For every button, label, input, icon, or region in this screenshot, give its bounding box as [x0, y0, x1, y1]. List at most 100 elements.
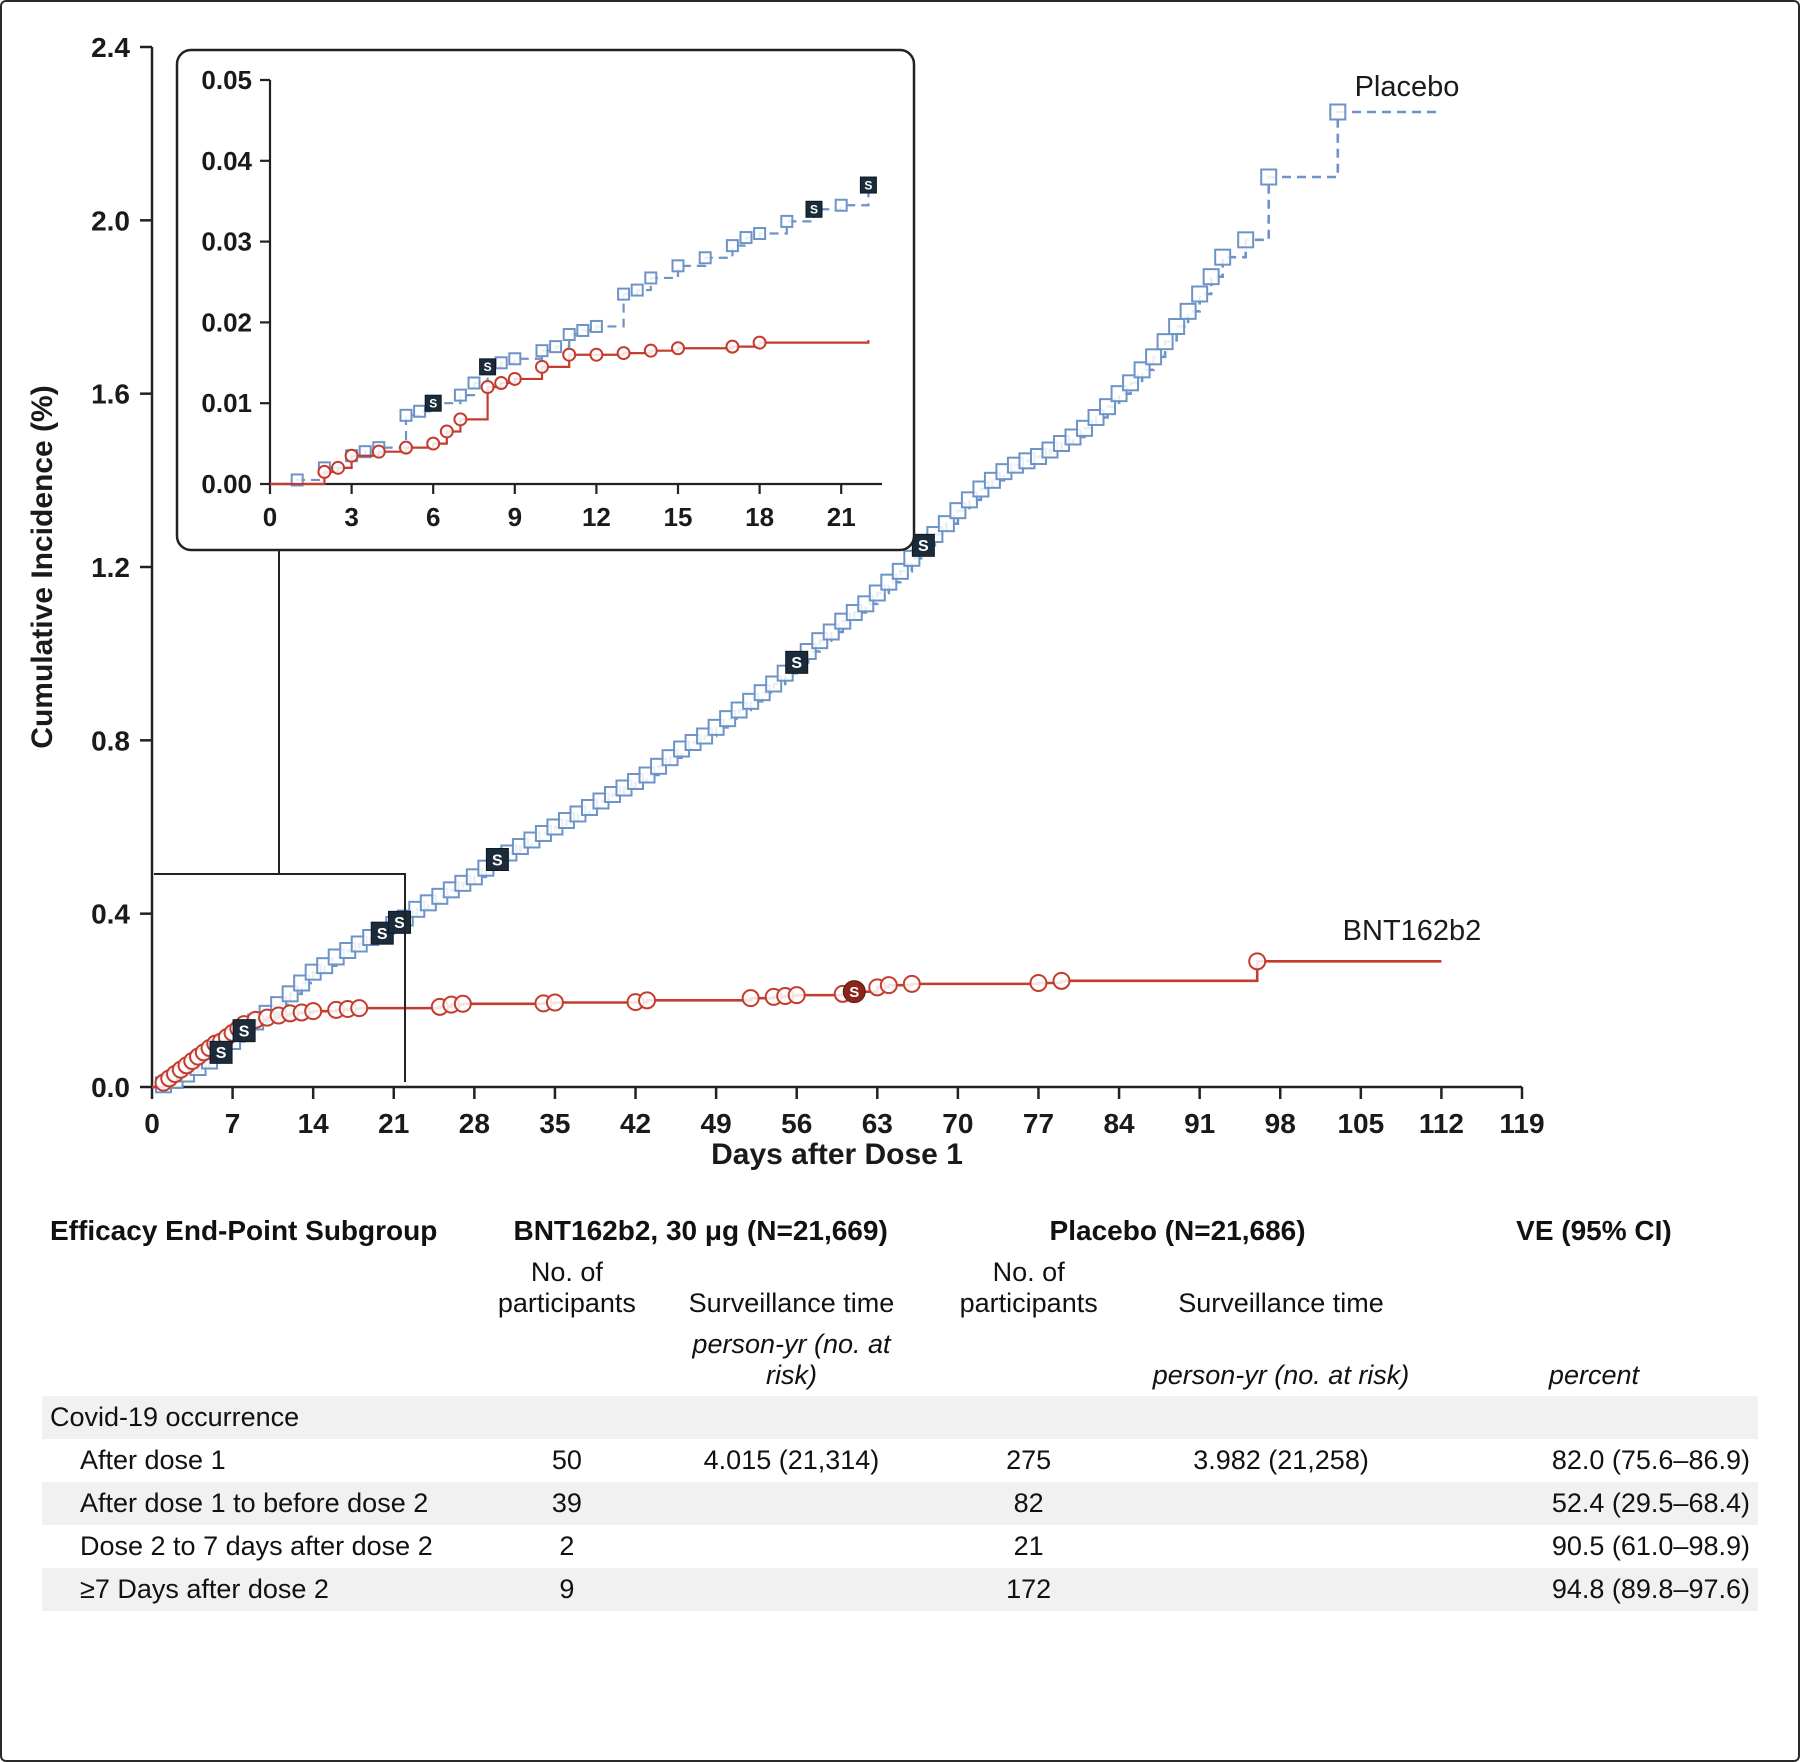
severe-case-marker-bnt: S	[842, 980, 866, 1004]
x-tick-label: 21	[378, 1108, 409, 1139]
table-row-dose2-to-7days: Dose 2 to 7 days after dose 2 2 21 90.5 …	[42, 1525, 1758, 1568]
cell-bnt-surveillance	[658, 1525, 925, 1568]
cell-ve: 94.8 (89.8–97.6)	[1551, 1574, 1750, 1604]
severe-case-marker: S	[859, 176, 877, 194]
placebo-event-marker	[725, 239, 739, 253]
bnt162b2-event-marker	[1029, 974, 1048, 992]
x-tick-label: 98	[1265, 1108, 1296, 1139]
svg-text:S: S	[492, 852, 503, 869]
inset-x-tick-label: 0	[263, 502, 277, 532]
bnt162b2-event-marker	[879, 976, 898, 995]
cell-ve: 52.4 (29.5–68.4)	[1551, 1488, 1750, 1518]
inset-x-tick-label: 6	[426, 502, 440, 532]
bnt162b2-event-marker	[453, 412, 468, 427]
x-tick-label: 7	[225, 1108, 241, 1139]
placebo-event-marker	[467, 376, 481, 390]
placebo-event-marker	[576, 323, 590, 337]
placebo-event-marker	[1122, 374, 1140, 392]
placebo-event-marker	[413, 404, 427, 418]
x-tick-label: 56	[781, 1108, 812, 1139]
inset-x-tick-label: 3	[344, 502, 358, 532]
inset-box	[175, 48, 916, 552]
table-group-header-row: Efficacy End-Point Subgroup BNT162b2, 30…	[42, 1210, 1758, 1252]
bnt162b2-event-marker	[426, 436, 441, 451]
placebo-event-marker	[630, 283, 644, 297]
row-label: After dose 1	[80, 1445, 226, 1475]
placebo-event-marker	[453, 388, 467, 402]
cell-bnt-n: 9	[559, 1574, 575, 1604]
cell-ve: 90.5 (61.0–98.9)	[1551, 1531, 1750, 1561]
severe-case-marker: S	[388, 910, 412, 934]
placebo-event-marker	[644, 271, 658, 285]
bnt162b2-event-marker	[1052, 971, 1071, 990]
bnt162b2-event-marker	[331, 460, 345, 475]
cell-placebo-n: 172	[1006, 1574, 1052, 1604]
bnt162b2-event-marker	[1248, 952, 1267, 971]
inset-y-tick-label: 0.05	[201, 65, 252, 95]
bnt162b2-event-marker	[439, 424, 454, 439]
bnt162b2-event-marker	[494, 376, 509, 390]
placebo-event-marker	[1099, 398, 1117, 416]
unit-ve: percent	[1548, 1360, 1639, 1390]
table-row-before-dose-2: After dose 1 to before dose 2 39 82 52.4…	[42, 1482, 1758, 1525]
y-tick-label: 0.4	[91, 899, 130, 930]
placebo-event-marker	[1260, 168, 1278, 186]
svg-text:S: S	[849, 984, 859, 1001]
inset-x-tick-label: 15	[664, 502, 693, 532]
cumulative-incidence-chart: 0 7 14 21 28 35 42 49 56 63 70 77 84 91 98 105 112 1190.0…	[26, 32, 1545, 1171]
cell-placebo-surveillance	[1132, 1525, 1430, 1568]
cell-placebo-surveillance	[1132, 1568, 1430, 1611]
efficacy-table-wrap: Efficacy End-Point Subgroup BNT162b2, 30…	[42, 1210, 1758, 1611]
cell-bnt-surveillance: 4.015 (21,314)	[703, 1445, 880, 1475]
bnt162b2-event-marker	[304, 1002, 323, 1021]
svg-text:S: S	[377, 926, 388, 943]
severe-case-marker: S	[911, 533, 935, 557]
placebo-event-marker	[399, 408, 413, 422]
placebo-event-marker	[937, 515, 955, 533]
bnt162b2-event-marker	[787, 986, 806, 1005]
x-tick-label: 49	[701, 1108, 732, 1139]
placebo-event-marker	[508, 352, 522, 366]
unit-placebo-surveillance: person-yr (no. at risk)	[1152, 1360, 1410, 1390]
placebo-event-marker	[1191, 285, 1209, 303]
table-row-7days-after-dose2: ≥7 Days after dose 2 9 172 94.8 (89.8–97…	[42, 1568, 1758, 1611]
placebo-event-marker	[617, 287, 631, 301]
placebo-event-marker	[1156, 333, 1174, 351]
col-header-placebo-group: Placebo (N=21,686)	[1049, 1215, 1306, 1246]
col-header-bnt-surveillance: Surveillance time	[688, 1288, 895, 1318]
cell-placebo-n: 82	[1013, 1488, 1044, 1518]
svg-text:S: S	[429, 397, 437, 411]
placebo-event-marker	[1237, 231, 1255, 249]
unit-bnt-surveillance: person-yr (no. at risk)	[692, 1329, 891, 1390]
inset-x-tick-label: 21	[827, 502, 856, 532]
inset-y-tick-label: 0.03	[201, 227, 252, 257]
placebo-event-marker	[834, 198, 848, 212]
severe-case-marker: S	[232, 1019, 256, 1043]
severe-case-marker: S	[805, 200, 823, 218]
bnt162b2-event-marker	[752, 335, 767, 350]
bnt162b2-event-marker	[589, 347, 604, 362]
severe-case-marker: S	[485, 848, 509, 871]
row-label: Covid-19 occurrence	[50, 1402, 300, 1432]
bnt162b2-markers	[317, 335, 767, 479]
bnt162b2-event-marker	[725, 339, 740, 354]
x-tick-label: 119	[1499, 1108, 1544, 1139]
bnt162b2-event-marker	[371, 444, 386, 459]
x-tick-label: 84	[1103, 1108, 1135, 1139]
placebo-event-marker	[290, 473, 304, 487]
severe-case-marker: S	[209, 1040, 233, 1064]
placebo-event-marker	[780, 214, 794, 228]
cell-bnt-n: 2	[559, 1531, 575, 1561]
y-tick-label: 0.8	[91, 725, 130, 756]
y-axis-title: Cumulative Incidence (%)	[26, 385, 59, 748]
y-tick-label: 1.6	[91, 379, 130, 410]
inset-x-tick-label: 9	[508, 502, 522, 532]
table-sub-header-row: No. of participants Surveillance time No…	[42, 1252, 1758, 1324]
cell-placebo-n: 21	[1013, 1531, 1044, 1561]
bnt162b2-event-marker	[317, 464, 332, 479]
bnt162b2-event-marker	[616, 346, 631, 361]
bnt162b2-event-marker	[453, 994, 472, 1013]
y-tick-label: 1.2	[91, 552, 130, 583]
inset-y-tick-label: 0.04	[201, 146, 252, 176]
